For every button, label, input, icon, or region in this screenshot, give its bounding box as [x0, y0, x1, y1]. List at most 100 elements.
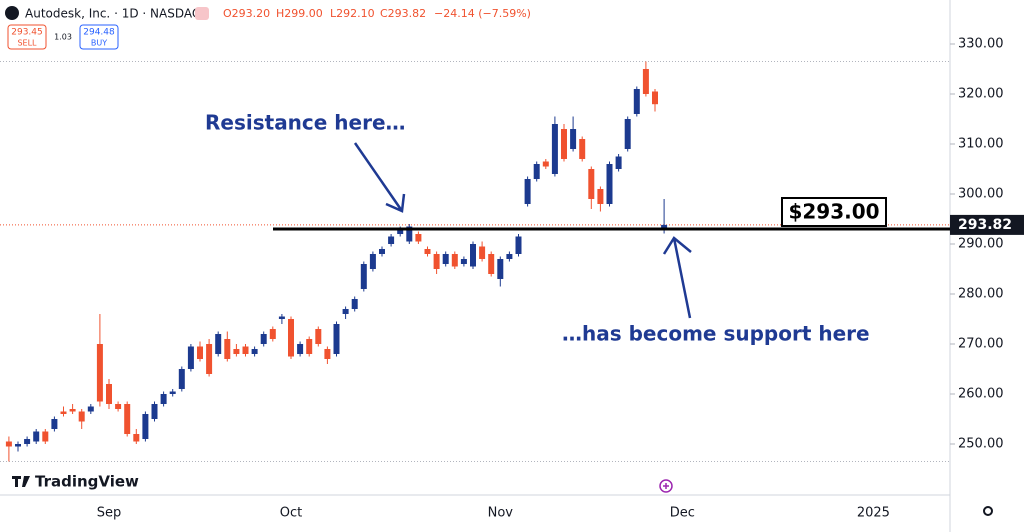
candle-body — [206, 344, 213, 374]
candle-body — [379, 249, 385, 254]
candle-body — [642, 69, 649, 94]
symbol-title: Autodesk, Inc. · 1D · NASDAQ — [25, 7, 201, 21]
sell-button[interactable] — [7, 24, 47, 50]
candle-body — [69, 409, 76, 412]
y-tick-label: 320.00 — [958, 87, 1004, 102]
candle-body — [278, 316, 285, 319]
quote-change: −24.14 (−7.59%) — [434, 7, 531, 20]
support-label-box — [781, 197, 887, 227]
y-tick-label: 280.00 — [958, 287, 1004, 302]
quote-low: L292.10 — [330, 7, 375, 20]
candle-body — [488, 254, 495, 274]
candle-body — [124, 404, 131, 434]
candle-body — [142, 414, 149, 439]
annotation: …has become support here — [562, 322, 870, 346]
spread: 1.03 — [54, 33, 72, 42]
last-price-label: 293.82 — [958, 217, 1012, 233]
candle-body — [433, 254, 440, 269]
candle-body — [369, 254, 376, 269]
candle-body — [579, 139, 586, 159]
quote-open: O293.20 — [223, 7, 270, 20]
candle-body — [570, 129, 577, 149]
candle-body — [479, 246, 486, 259]
candle-body — [224, 339, 231, 359]
x-tick-label: Dec — [670, 506, 695, 521]
candle-body — [169, 391, 176, 394]
candle-body — [215, 334, 222, 354]
candle-body — [542, 161, 549, 167]
event-icon-plus — [663, 483, 669, 489]
support-label: $293.00 — [788, 200, 879, 224]
candle-body — [288, 319, 294, 357]
candle-body — [197, 346, 203, 359]
candle-body — [360, 264, 367, 289]
candle-body — [615, 156, 622, 169]
candle-body — [96, 344, 103, 402]
settings-icon[interactable] — [983, 506, 993, 516]
candle-body — [497, 259, 504, 279]
candle-body — [451, 254, 458, 267]
candle-body — [151, 404, 158, 419]
candle-body — [106, 384, 112, 404]
event-icon[interactable] — [659, 479, 673, 493]
candle-body — [597, 189, 604, 204]
candle-body — [269, 329, 276, 339]
candle-body — [524, 179, 531, 204]
candle-body — [506, 254, 513, 259]
candle-body — [33, 431, 40, 442]
candle-body — [515, 236, 522, 254]
candle-body — [160, 394, 167, 404]
candle-body — [306, 339, 313, 354]
candle-body — [5, 441, 12, 447]
arrows — [353, 142, 692, 319]
candle-body — [661, 224, 668, 228]
candle-body — [178, 369, 185, 389]
sell-label: SELL — [17, 39, 37, 48]
candle-body — [297, 344, 304, 354]
arrow — [353, 142, 406, 213]
candle-body — [242, 346, 249, 354]
candle-body — [251, 349, 258, 354]
candle-body — [551, 124, 558, 174]
buy-button[interactable] — [79, 24, 119, 50]
y-tick-label: 290.00 — [958, 237, 1004, 252]
candle-body — [633, 89, 640, 114]
candle-body — [561, 129, 567, 159]
logo-icon — [5, 6, 19, 20]
x-tick-label: Nov — [488, 506, 514, 521]
candle-body — [87, 406, 94, 412]
candle-body — [42, 431, 49, 442]
candle-body — [342, 309, 349, 314]
buy-label: BUY — [91, 39, 107, 48]
candle-body — [187, 346, 194, 369]
candle-body — [133, 434, 140, 442]
candle-body — [324, 349, 331, 359]
candle-body — [397, 229, 404, 234]
candle-body — [533, 164, 540, 179]
y-tick-label: 300.00 — [958, 187, 1004, 202]
annotation: Resistance here… — [205, 111, 406, 135]
candle-body — [60, 411, 67, 414]
y-tick-label: 270.00 — [958, 337, 1004, 352]
candle-body — [78, 411, 85, 422]
y-tick-label: 330.00 — [958, 37, 1004, 52]
candle-body — [315, 329, 322, 344]
candle-body — [624, 119, 631, 149]
brand-logo — [12, 476, 30, 487]
arrow — [662, 236, 692, 319]
candle-body — [15, 444, 21, 447]
candle-body — [260, 334, 267, 344]
candle-body — [351, 299, 358, 309]
candle-body — [424, 249, 431, 254]
x-tick-label: 2025 — [857, 506, 890, 521]
brand-name: TradingView — [35, 473, 139, 491]
sell-price: 293.45 — [11, 28, 43, 38]
candle-body — [588, 169, 595, 199]
candle-body — [51, 419, 58, 429]
flag-icon — [195, 7, 209, 20]
candle-body — [233, 349, 240, 354]
quote-high: H299.00 — [276, 7, 323, 20]
buy-price: 294.48 — [83, 28, 115, 38]
